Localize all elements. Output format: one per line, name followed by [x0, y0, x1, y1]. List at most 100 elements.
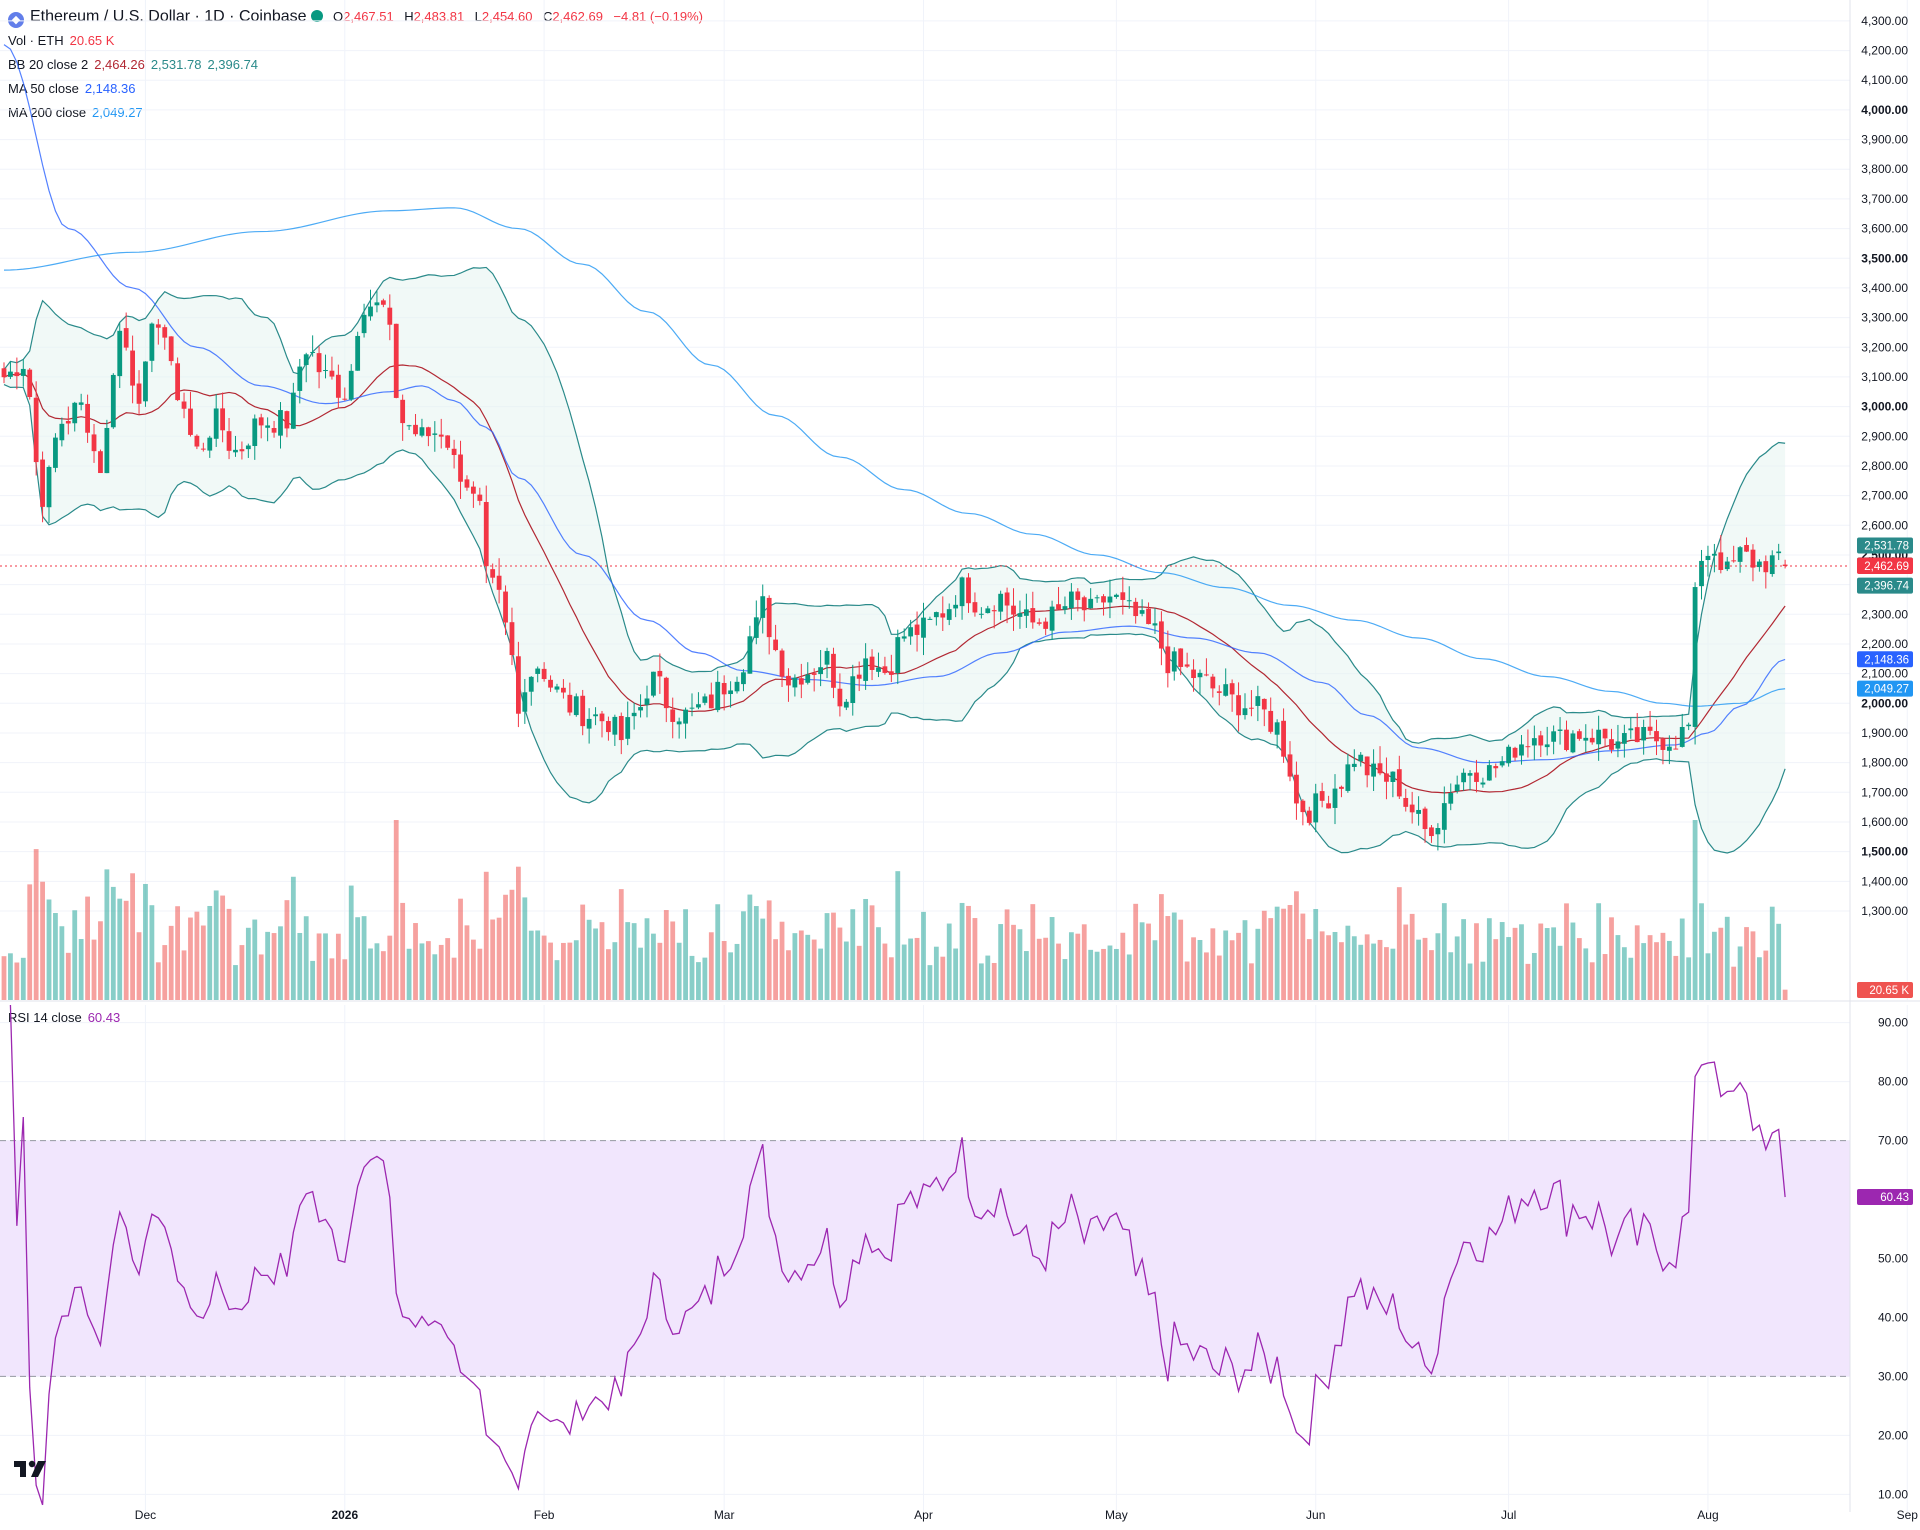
- bollinger-legend[interactable]: BB 20 close 2 2,464.26 2,531.78 2,396.74: [8, 57, 264, 73]
- candle-body[interactable]: [1499, 761, 1505, 766]
- candle-body[interactable]: [27, 369, 33, 397]
- candle-body[interactable]: [1133, 601, 1139, 617]
- candle-body[interactable]: [1081, 597, 1087, 611]
- candle-body[interactable]: [882, 666, 888, 673]
- candle-body[interactable]: [1351, 763, 1357, 767]
- candle-body[interactable]: [1062, 606, 1068, 610]
- candle-body[interactable]: [303, 354, 309, 366]
- candle-body[interactable]: [1332, 788, 1338, 808]
- candle-body[interactable]: [1094, 597, 1100, 599]
- candle-body[interactable]: [1666, 746, 1672, 751]
- candle-body[interactable]: [1287, 754, 1293, 777]
- candle-body[interactable]: [985, 608, 991, 614]
- candle-body[interactable]: [1023, 609, 1029, 616]
- candle-body[interactable]: [85, 403, 90, 433]
- candle-body[interactable]: [670, 709, 676, 722]
- candle-body[interactable]: [1120, 592, 1126, 600]
- candle-body[interactable]: [477, 494, 483, 501]
- candle-body[interactable]: [805, 674, 811, 683]
- candle-body[interactable]: [940, 613, 946, 618]
- candle-body[interactable]: [470, 486, 476, 494]
- candle-body[interactable]: [1519, 744, 1524, 756]
- candle-body[interactable]: [1699, 560, 1704, 587]
- candle-body[interactable]: [1159, 621, 1164, 649]
- candle-body[interactable]: [1647, 726, 1653, 731]
- candle-body[interactable]: [1242, 708, 1248, 716]
- candle-body[interactable]: [1589, 737, 1595, 743]
- candle-body[interactable]: [355, 335, 361, 371]
- candle-body[interactable]: [271, 428, 277, 433]
- candle-body[interactable]: [1634, 727, 1640, 743]
- candle-body[interactable]: [20, 368, 26, 376]
- candle-body[interactable]: [1036, 622, 1042, 624]
- candle-body[interactable]: [310, 351, 316, 353]
- candle-body[interactable]: [175, 363, 181, 401]
- candle-body[interactable]: [188, 408, 193, 435]
- candle-body[interactable]: [374, 302, 380, 306]
- candle-body[interactable]: [503, 591, 508, 623]
- candle-body[interactable]: [1049, 606, 1055, 631]
- candle-body[interactable]: [1531, 738, 1537, 746]
- candle-body[interactable]: [1544, 744, 1550, 748]
- candle-body[interactable]: [413, 424, 418, 435]
- candle-body[interactable]: [1088, 598, 1094, 609]
- candle-body[interactable]: [1371, 763, 1376, 777]
- candle-body[interactable]: [1551, 731, 1557, 742]
- candle-body[interactable]: [1358, 754, 1364, 762]
- candle-body[interactable]: [1165, 646, 1171, 674]
- candle-body[interactable]: [1557, 729, 1563, 731]
- candle-body[interactable]: [1454, 784, 1460, 792]
- candle-body[interactable]: [490, 569, 496, 578]
- candle-body[interactable]: [1621, 733, 1627, 744]
- candle-body[interactable]: [149, 323, 155, 361]
- candle-body[interactable]: [837, 688, 843, 707]
- candle-body[interactable]: [1403, 797, 1409, 807]
- candle-body[interactable]: [1769, 555, 1775, 575]
- candle-body[interactable]: [1711, 553, 1717, 556]
- candle-body[interactable]: [1255, 696, 1261, 706]
- candle-body[interactable]: [194, 435, 200, 447]
- candle-body[interactable]: [991, 610, 997, 612]
- candle-body[interactable]: [998, 593, 1004, 612]
- candle-body[interactable]: [509, 622, 515, 656]
- candle-body[interactable]: [1461, 772, 1467, 783]
- candle-body[interactable]: [1068, 591, 1074, 609]
- candle-body[interactable]: [1448, 793, 1454, 804]
- candle-body[interactable]: [1679, 726, 1685, 747]
- candle-body[interactable]: [1319, 791, 1325, 801]
- candle-body[interactable]: [766, 597, 772, 638]
- candle-body[interactable]: [117, 330, 123, 377]
- candle-body[interactable]: [451, 448, 457, 456]
- ma200-legend[interactable]: MA 200 close 2,049.27: [8, 105, 149, 121]
- candle-body[interactable]: [278, 410, 283, 436]
- candle-body[interactable]: [233, 449, 238, 453]
- candle-body[interactable]: [927, 618, 933, 620]
- candle-body[interactable]: [1596, 729, 1602, 745]
- candle-body[interactable]: [155, 324, 161, 328]
- candle-body[interactable]: [663, 677, 669, 709]
- candle-body[interactable]: [1390, 771, 1396, 782]
- candle-body[interactable]: [1229, 683, 1235, 695]
- candle-body[interactable]: [657, 670, 663, 677]
- candle-body[interactable]: [387, 307, 393, 325]
- candle-body[interactable]: [425, 427, 431, 437]
- candle-body[interactable]: [1030, 608, 1036, 623]
- candle-body[interactable]: [618, 715, 624, 741]
- candle-body[interactable]: [1609, 739, 1614, 750]
- candle-body[interactable]: [1486, 765, 1492, 781]
- candle-body[interactable]: [773, 639, 778, 651]
- candle-body[interactable]: [1268, 710, 1274, 732]
- candle-body[interactable]: [1300, 800, 1306, 813]
- candle-body[interactable]: [1602, 728, 1608, 739]
- candle-body[interactable]: [213, 408, 219, 439]
- candle-body[interactable]: [708, 694, 714, 709]
- candle-body[interactable]: [438, 434, 444, 437]
- candle-body[interactable]: [226, 431, 232, 451]
- candle-body[interactable]: [1441, 803, 1447, 830]
- candle-body[interactable]: [1101, 596, 1106, 603]
- candle-body[interactable]: [1564, 729, 1569, 751]
- candle-body[interactable]: [252, 418, 258, 447]
- candle-body[interactable]: [1326, 803, 1331, 809]
- candle-body[interactable]: [541, 668, 547, 680]
- candle-body[interactable]: [1056, 604, 1061, 610]
